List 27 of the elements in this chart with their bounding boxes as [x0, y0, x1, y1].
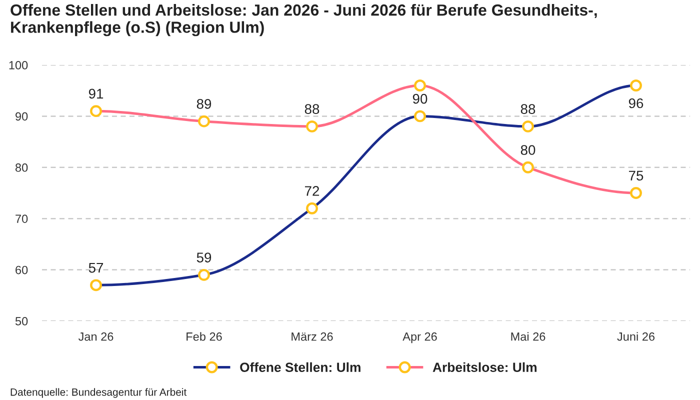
data-label: 75 — [628, 170, 644, 181]
text: Datenquelle: Bundesagentur für Arbeit — [10, 388, 187, 398]
x-tick-label: Apr 26 — [402, 332, 437, 344]
x-tick-label: März 26 — [292, 332, 333, 341]
y-tick-label: 90 — [16, 112, 28, 121]
y-tick-label: 70 — [16, 214, 28, 223]
x-tick-label: Mai 26 — [511, 332, 546, 341]
data-label: 88 — [520, 104, 536, 114]
legend-label: Arbeitslose: Ulm — [432, 362, 537, 372]
data-label: 89 — [196, 99, 212, 109]
legend-label: Offene Stellen: Ulm — [240, 362, 360, 372]
chart-title: Offene Stellen und Arbeitslose: Jan 2026 - Juni 2026 für Berufe Gesundheits-, Krankenpflege (o.S) (Region Ulm) — [10, 4, 597, 36]
data-label: 59 — [196, 252, 212, 262]
data-label: 57 — [88, 263, 104, 273]
y-tick-label: 60 — [16, 266, 28, 274]
data-label: 96 — [628, 98, 644, 108]
data-label: 90 — [412, 94, 428, 104]
y-tick-label: 100 — [9, 61, 28, 70]
y-tick-label: 50 — [15, 317, 28, 326]
data-label: 91 — [88, 88, 104, 99]
x-tick-label: Jan 26 — [78, 332, 114, 341]
data-label: 72 — [304, 186, 320, 196]
y-tick-label: 80 — [15, 163, 28, 172]
x-tick-label: Feb 26 — [186, 332, 222, 341]
data-label: 88 — [304, 104, 320, 114]
data-label: 80 — [520, 145, 536, 155]
x-tick-label: Juni 26 — [617, 332, 655, 341]
